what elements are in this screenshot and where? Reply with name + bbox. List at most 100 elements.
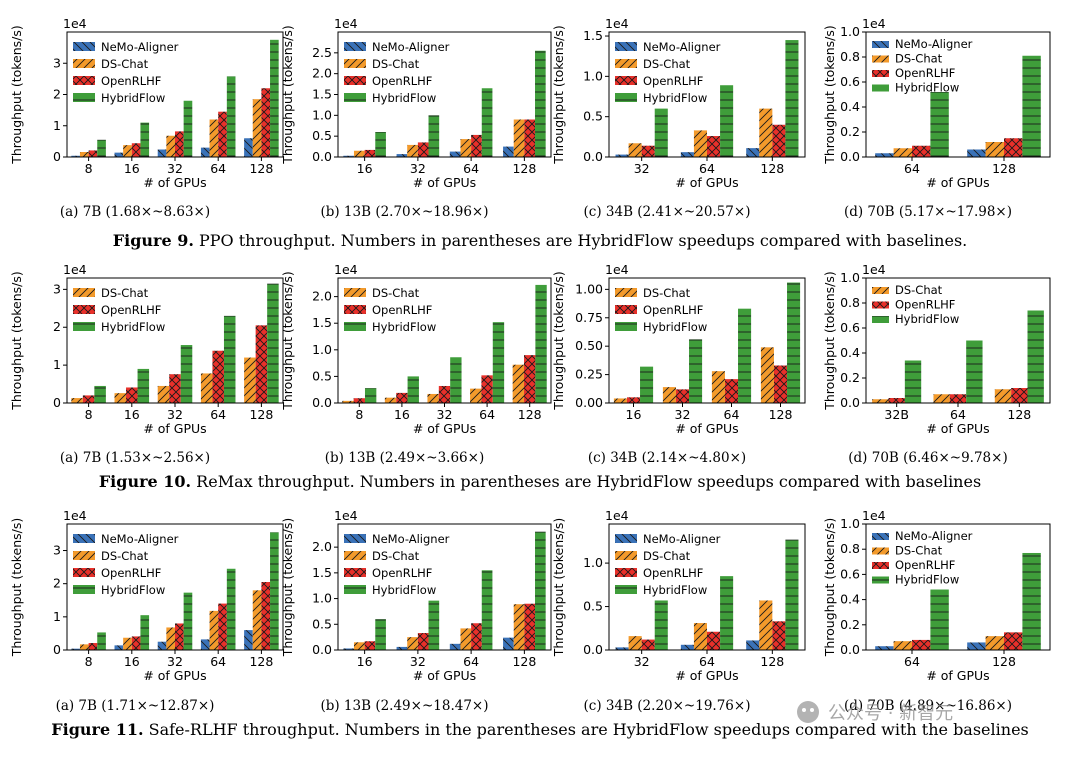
legend-label-hybridflow: HybridFlow (101, 583, 165, 597)
x-tick-label: 32 (167, 654, 183, 669)
x-tick-label: 32 (167, 161, 183, 176)
legend-swatch-openrlhf (615, 305, 637, 314)
legend-swatch-nemo-aligner (872, 533, 889, 540)
x-axis-label: # of GPUs (143, 175, 206, 190)
y-tick-label: 0.0 (840, 395, 860, 410)
y-tick-label: 0.5 (312, 368, 332, 383)
bar-hybridflow-32b (904, 360, 922, 403)
x-axis-label: # of GPUs (926, 668, 989, 683)
bar-ds-chat-128 (513, 119, 525, 157)
y-tick-label: 1.0 (840, 516, 860, 531)
bar-hybridflow-16 (640, 366, 654, 403)
bar-ds-chat-16 (123, 637, 132, 650)
legend-label-ds-chat: DS-Chat (895, 52, 943, 66)
legend-label-ds-chat: DS-Chat (372, 286, 420, 300)
chart-panel-4: 0.0 0.2 0.4 0.6 0.8 1.0 64 128 1e4 # of GPUs Throu… (822, 16, 1051, 190)
y-tick-label: 2 (53, 87, 61, 102)
bar-hybridflow-64 (720, 85, 734, 157)
chart-panel-12: 0.0 0.2 0.4 0.6 0.8 1.0 64 128 1e4 # of GPUs Throu… (822, 508, 1051, 683)
x-tick-label: 16 (626, 407, 642, 422)
legend-swatch-ds-chat (615, 551, 637, 560)
bar-openrlhf-32 (417, 633, 429, 650)
y-axis-exponent: 1e4 (63, 508, 87, 523)
legend-label-nemo-aligner: NeMo-Aligner (643, 532, 721, 546)
bar-ds-chat-64 (470, 388, 482, 403)
bar-ds-chat-16 (613, 398, 627, 403)
legend-swatch-hybridflow (73, 93, 95, 102)
bar-ds-chat-16 (353, 150, 365, 157)
bar-hybridflow-128 (535, 50, 546, 157)
subfigure-caption: (c) 34B (2.41×~20.57×) (584, 204, 751, 220)
legend-label-hybridflow: HybridFlow (895, 312, 959, 326)
subfigure-caption: (d) 70B (5.17×~17.98×) (844, 204, 1012, 220)
y-tick-label: 0.6 (840, 74, 860, 89)
y-tick-label: 0.8 (840, 295, 860, 310)
figure-caption-11: Figure 11. Safe-RLHF throughput. Numbers… (51, 720, 1029, 739)
chart-panel-7: 0.00 0.25 0.50 0.75 1.00 16 32 64 128 1e4 # of GPU… (551, 262, 806, 436)
chart-panel-11: 0.0 0.5 1.0 32 64 128 1e4 # of GPUs Throughput (… (551, 508, 806, 683)
y-tick-label: 0.6 (840, 320, 860, 335)
y-tick-label: 0.4 (840, 99, 860, 114)
bar-nemo-aligner-128 (746, 640, 760, 650)
legend-swatch-openrlhf (872, 301, 889, 309)
bar-nemo-aligner-32 (615, 647, 629, 650)
x-tick-label: 16 (357, 654, 373, 669)
y-tick-label: 0.5 (583, 109, 603, 124)
figure-number: Figure 9. (113, 231, 194, 250)
bar-openrlhf-128 (261, 88, 271, 157)
bar-openrlhf-16 (364, 641, 376, 650)
x-axis-label: # of GPUs (413, 175, 476, 190)
legend-swatch-hybridflow (615, 93, 637, 102)
y-tick-label: 0 (53, 395, 61, 410)
bar-nemo-aligner-32 (396, 646, 408, 650)
bar-openrlhf-128 (1004, 632, 1023, 650)
bar-ds-chat-8 (342, 400, 354, 403)
legend-label-nemo-aligner: NeMo-Aligner (643, 40, 721, 54)
y-tick-label: 0.75 (575, 310, 603, 325)
legend-swatch-ds-chat (344, 551, 366, 560)
legend-swatch-nemo-aligner (615, 42, 637, 51)
legend-label-hybridflow: HybridFlow (372, 583, 436, 597)
legend-swatch-ds-chat (73, 59, 95, 68)
y-axis-exponent: 1e4 (63, 262, 87, 277)
legend: NeMo-Aligner DS-Chat OpenRLHF HybridFlow (615, 40, 721, 105)
bar-ds-chat-128 (759, 108, 773, 157)
bar-openrlhf-64 (912, 639, 931, 650)
bar-ds-chat-128 (512, 364, 525, 403)
y-tick-label: 1.5 (312, 87, 332, 102)
bar-ds-chat-64 (693, 130, 707, 157)
legend-label-openrlhf: OpenRLHF (372, 566, 432, 580)
legend-swatch-ds-chat (872, 287, 889, 294)
y-tick-label: 0.2 (840, 124, 860, 139)
y-tick-label: 0 (53, 642, 61, 657)
y-tick-label: 0.6 (840, 566, 860, 581)
bar-nemo-aligner-128 (503, 637, 514, 650)
x-axis-label: # of GPUs (675, 421, 738, 436)
legend-label-nemo-aligner: NeMo-Aligner (895, 529, 973, 543)
legend-label-openrlhf: OpenRLHF (101, 74, 161, 88)
chart-panel-2: 0.0 0.5 1.0 1.5 2.0 2.5 16 32 64 128 1e4 # of GPUs T… (280, 16, 552, 190)
bar-ds-chat-64 (209, 610, 219, 650)
y-tick-label: 2.0 (312, 539, 332, 554)
bar-hybridflow-32 (183, 100, 193, 157)
y-axis-exponent: 1e4 (862, 16, 886, 31)
y-tick-label: 3 (53, 281, 61, 296)
y-tick-label: 0.2 (840, 370, 860, 385)
bar-hybridflow-16 (140, 615, 150, 650)
x-tick-label: 64 (463, 654, 479, 669)
plot-frame (608, 277, 806, 404)
legend-label-hybridflow: HybridFlow (101, 91, 165, 105)
y-tick-label: 1 (53, 357, 61, 372)
legend-swatch-openrlhf (872, 70, 889, 77)
x-tick-label: 128 (760, 161, 784, 176)
bar-ds-chat-32 (157, 385, 170, 403)
legend-label-openrlhf: OpenRLHF (895, 66, 955, 80)
bar-openrlhf-32 (175, 131, 184, 158)
subfigure-caption: (d) 70B (4.89×~16.86×) (844, 698, 1012, 714)
legend-label-openrlhf: OpenRLHF (895, 298, 955, 312)
x-tick-label: 128 (992, 654, 1016, 669)
bar-nemo-aligner-16 (114, 152, 124, 158)
legend-swatch-openrlhf (615, 76, 637, 85)
bar-ds-chat-32b (872, 399, 889, 403)
